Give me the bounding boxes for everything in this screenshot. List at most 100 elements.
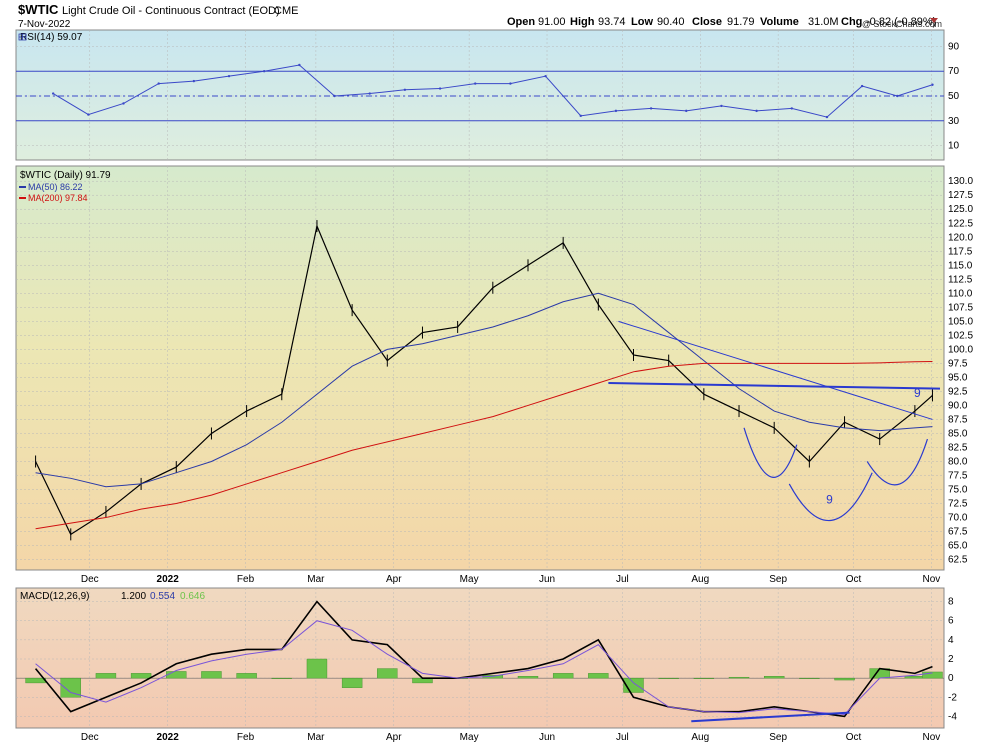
rsi-point: [438, 87, 442, 90]
y-tick-label: 70: [948, 66, 960, 77]
annotation-label: 9: [826, 493, 833, 507]
x-tick-label: Sep: [769, 732, 787, 743]
macd-histogram-bar: [166, 671, 187, 679]
rsi-point: [87, 113, 90, 116]
macd-histogram-bar: [60, 677, 81, 698]
ma200-legend: MA(200) 97.84: [28, 193, 88, 203]
macd-legend: MACD(12,26,9) 1.200 0.554 0.646: [20, 591, 205, 602]
price-panel: [15, 165, 945, 571]
macd-histogram-bar: [658, 677, 679, 679]
y-tick-label: 75.0: [948, 485, 968, 496]
rsi-point: [227, 74, 231, 78]
macd-y-axis: -4 -2 0 2 4 6 8: [948, 597, 957, 723]
y-tick-label: 8: [948, 597, 954, 608]
close-label: Close: [692, 16, 722, 28]
histogram-value: 0.646: [180, 591, 205, 602]
chg-value: -0.82 (-0.89%): [866, 16, 936, 28]
y-tick-label: -2: [948, 692, 957, 703]
y-tick-label: 2: [948, 654, 954, 665]
volume-label: Volume: [760, 16, 799, 28]
close-value: 91.79: [727, 16, 755, 28]
y-tick-label: 70.0: [948, 513, 968, 524]
macd-histogram-bar: [834, 677, 855, 681]
x-tick-label: Oct: [846, 732, 862, 743]
rsi-point: [649, 107, 653, 110]
y-tick-label: 87.5: [948, 414, 968, 425]
chart-date: 7-Nov-2022: [18, 19, 71, 30]
rsi-point: [403, 88, 407, 92]
rsi-point: [51, 92, 55, 95]
y-tick-label: 117.5: [948, 246, 973, 257]
chg-label: Chg: [841, 16, 862, 28]
rsi-point: [790, 107, 793, 110]
macd-histogram-bar: [763, 676, 785, 679]
rsi-y-axis: 10 30 50 70 90: [948, 41, 960, 151]
x-tick-label: Feb: [237, 574, 255, 585]
grid-icon: [18, 33, 27, 41]
x-tick-label: May: [460, 574, 479, 585]
rsi-point: [368, 92, 371, 95]
x-tick-label: Mar: [307, 732, 325, 743]
low-label: Low: [631, 16, 653, 28]
rsi-series: [16, 63, 944, 122]
macd-value: 1.200: [121, 591, 146, 602]
y-tick-label: 82.5: [948, 442, 968, 453]
rsi-point: [298, 63, 301, 67]
y-tick-label: 127.5: [948, 190, 973, 201]
low-value: 90.40: [657, 16, 685, 28]
y-tick-label: 107.5: [948, 302, 973, 313]
ma200-line: [35, 360, 933, 530]
price-y-axis: 62.5 65.0 67.5 70.0 72.5 75.0 77.5 80.0 82.5 85.0…: [948, 176, 973, 565]
x-tick-label: Nov: [922, 574, 940, 585]
exchange-label: CME: [274, 5, 298, 17]
macd-legend-label: MACD(12,26,9): [20, 591, 89, 602]
macd-histogram-bar: [799, 677, 820, 679]
x-tick-label: Mar: [307, 574, 325, 585]
signal-value: 0.554: [150, 591, 175, 602]
macd-histogram-bar: [922, 671, 943, 679]
y-tick-label: 30: [948, 116, 960, 127]
x-tick-label: Nov: [922, 732, 940, 743]
x-tick-label: Jul: [616, 574, 629, 585]
y-tick-label: 102.5: [948, 330, 973, 341]
macd-histogram-bar: [341, 677, 363, 688]
x-tick-label: 2022: [157, 574, 180, 585]
x-tick-label: Jun: [539, 574, 555, 585]
y-tick-label: -4: [948, 711, 957, 722]
chevron-down-icon[interactable]: [930, 18, 938, 23]
y-tick-label: 67.5: [948, 527, 968, 538]
high-value: 93.74: [598, 16, 626, 28]
open-value: 91.00: [538, 16, 566, 28]
y-tick-label: 4: [948, 635, 954, 646]
macd-series: [16, 600, 944, 723]
y-tick-label: 125.0: [948, 204, 973, 215]
macd-line: [34, 600, 933, 718]
y-tick-label: 6: [948, 616, 954, 627]
head-arc: [788, 472, 873, 522]
macd-histogram-bar: [25, 677, 46, 684]
y-tick-label: 90.0: [948, 400, 968, 411]
macd-x-axis: Dec 2022 Feb Mar Apr May Jun Jul Aug Sep Oct Nov: [81, 732, 940, 743]
x-tick-label: Dec: [81, 574, 99, 585]
y-tick-label: 77.5: [948, 471, 968, 482]
rsi-point: [263, 70, 266, 73]
rsi-point: [122, 102, 125, 105]
y-tick-label: 0: [948, 673, 954, 684]
signal-line: [35, 620, 933, 716]
y-tick-label: 120.0: [948, 232, 973, 243]
rsi-panel: [15, 29, 945, 161]
y-tick-label: 100.0: [948, 344, 973, 355]
rsi-legend: RSI(14) 59.07: [20, 32, 83, 43]
y-tick-label: 110.0: [948, 288, 973, 299]
open-label: Open: [507, 16, 535, 28]
x-tick-label: Dec: [81, 732, 99, 743]
macd-histogram-bar: [693, 677, 715, 679]
rsi-point: [931, 83, 934, 86]
x-tick-label: Apr: [386, 574, 402, 585]
chart-header: $WTIC Light Crude Oil - Continuous Contr…: [18, 2, 942, 30]
macd-histogram-bar: [271, 677, 292, 679]
y-tick-label: 72.5: [948, 499, 968, 510]
y-tick-label: 115.0: [948, 260, 973, 271]
right-shoulder-arc: [866, 438, 929, 486]
rsi-point: [579, 114, 582, 118]
